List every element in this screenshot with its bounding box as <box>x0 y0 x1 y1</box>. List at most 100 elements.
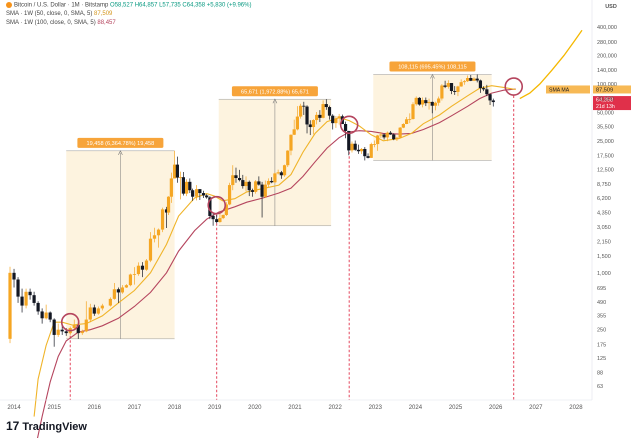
x-tick-label: 2024 <box>409 405 423 411</box>
candle-body <box>334 118 338 124</box>
candle-body <box>430 101 434 106</box>
candle-body <box>234 175 238 179</box>
range-label-bg <box>77 137 164 148</box>
candle-body <box>32 295 36 303</box>
y-tick-label: 12,500 <box>597 167 614 173</box>
candle-body <box>372 144 377 145</box>
y-tick-label: 4,350 <box>597 211 611 217</box>
candle-body <box>181 177 186 194</box>
candle-body <box>60 329 64 332</box>
range-label-bg <box>231 86 318 97</box>
candle-body <box>475 78 479 81</box>
candle-body <box>172 164 177 179</box>
candle-body <box>44 312 48 319</box>
candle-body <box>446 83 450 87</box>
candle-body <box>164 209 169 213</box>
bitcoin-icon <box>6 2 12 8</box>
candle-body <box>273 173 277 183</box>
crossover-circle <box>207 195 227 215</box>
y-tick-label: 3,050 <box>597 225 611 231</box>
y-tick-label: 25,000 <box>597 139 614 145</box>
candle-body <box>443 85 447 87</box>
candle-body <box>311 120 316 128</box>
range-arrowhead <box>430 73 435 79</box>
y-tick-label: 280,000 <box>597 40 617 46</box>
candle-body <box>112 289 116 299</box>
tradingview-logo[interactable]: 17 TradingView <box>6 419 87 433</box>
candle-body <box>160 209 165 230</box>
y-tick-label: 1,500 <box>597 254 611 260</box>
range-arrowhead <box>118 150 123 155</box>
y-axis: USD 400,000 280,000 200,000 140,000 100,000 70… <box>591 0 617 400</box>
crossover-dashed-lines <box>69 95 515 400</box>
candle-body <box>392 134 396 140</box>
candle-body <box>136 265 141 275</box>
x-tick-label: 2026 <box>489 405 503 411</box>
sma100-legend[interactable]: SMA · 1W (100, close, 0, SMA, 5) 88,457 <box>6 20 116 26</box>
candle-body <box>144 260 149 270</box>
candle-body <box>8 272 12 339</box>
sma-price-tag-text: SMA MA <box>549 87 570 93</box>
projection-curve <box>519 29 583 100</box>
x-tick-label: 2021 <box>288 405 302 411</box>
candle-body <box>401 123 405 128</box>
candle-body <box>459 82 463 87</box>
candle-body <box>331 115 335 124</box>
candle-body <box>52 319 56 335</box>
y-tick-label: 200,000 <box>597 54 617 60</box>
candle-body <box>411 104 415 119</box>
candle-body <box>279 172 283 176</box>
candle-body <box>382 134 386 138</box>
y-tick-label: 17,500 <box>597 153 614 159</box>
candle-body <box>108 298 112 306</box>
candle-body <box>485 89 489 95</box>
candle-body <box>224 204 228 215</box>
sma50-legend[interactable]: SMA · 1W (50, close, 0, SMA, 5) 87,509 <box>6 11 113 17</box>
candle-body <box>437 98 441 103</box>
sma-price-tag <box>593 85 631 94</box>
candle-body <box>379 134 383 136</box>
candle-body <box>376 135 380 145</box>
candle-body <box>465 78 470 82</box>
candle-body <box>96 308 100 314</box>
x-tick-label: 2023 <box>369 405 383 411</box>
x-tick-label: 2027 <box>529 405 543 411</box>
candle-body <box>76 325 80 334</box>
candle-body <box>440 85 444 99</box>
candle-body <box>263 184 267 197</box>
candle-body <box>356 149 361 152</box>
candle-body <box>237 178 242 181</box>
candle-body <box>28 291 32 296</box>
range-label: 108,115 (695.45%) 108,115 <box>398 65 467 71</box>
y-tick-label: 70,000 <box>597 97 614 103</box>
candle-body <box>305 106 309 125</box>
x-tick-label: 2019 <box>208 405 222 411</box>
candle-body <box>198 189 202 194</box>
candle-body <box>188 181 192 191</box>
candle-body <box>169 178 173 197</box>
sma-price-tag-left <box>546 85 590 94</box>
crossover-circle <box>60 312 80 332</box>
candle-body <box>80 331 84 334</box>
y-tick-label: 400,000 <box>597 25 617 31</box>
sma50-line <box>33 85 516 417</box>
candle-body <box>395 137 399 140</box>
candle-body <box>414 97 418 105</box>
candle-body <box>72 325 76 329</box>
candle-body <box>140 265 145 270</box>
x-tick-label: 2016 <box>88 405 102 411</box>
candle-body <box>24 291 28 306</box>
y-tick-label: 88 <box>597 370 603 376</box>
candle-body <box>218 218 222 223</box>
candle-body <box>175 164 179 178</box>
candle-body <box>128 274 133 286</box>
candle-body <box>156 229 161 236</box>
x-tick-label: 2014 <box>7 405 21 411</box>
candle-body <box>408 118 412 120</box>
candle-body <box>350 143 354 151</box>
sma100-line <box>36 88 516 438</box>
y-tick-label: 6,200 <box>597 196 611 202</box>
candle-body <box>453 91 457 92</box>
candle-body <box>321 104 325 118</box>
